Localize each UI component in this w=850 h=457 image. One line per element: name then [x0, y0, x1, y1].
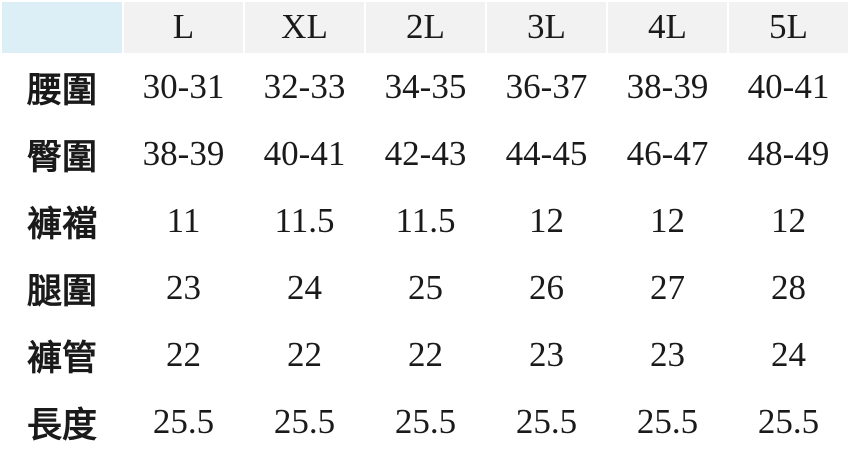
measurement: 25: [366, 255, 485, 321]
measurement: 34-35: [366, 54, 485, 120]
row-label: 長度: [2, 389, 122, 455]
measurement: 25.5: [487, 389, 606, 455]
size-header: 5L: [729, 2, 848, 53]
measurement: 27: [608, 255, 727, 321]
measurement: 44-45: [487, 121, 606, 187]
row-label: 褲管: [2, 322, 122, 388]
measurement: 12: [487, 188, 606, 254]
measurement: 25.5: [608, 389, 727, 455]
measurement: 25.5: [245, 389, 364, 455]
measurement: 24: [729, 322, 848, 388]
measurement: 28: [729, 255, 848, 321]
measurement: 40-41: [729, 54, 848, 120]
measurement: 36-37: [487, 54, 606, 120]
measurement: 22: [366, 322, 485, 388]
size-header: 3L: [487, 2, 606, 53]
row-label: 腰圍: [2, 54, 122, 120]
measurement: 11.5: [366, 188, 485, 254]
measurement: 23: [124, 255, 243, 321]
measurement: 23: [608, 322, 727, 388]
measurement: 32-33: [245, 54, 364, 120]
measurement: 25.5: [366, 389, 485, 455]
table-row: 腰圍 30-31 32-33 34-35 36-37 38-39 40-41: [2, 54, 848, 120]
table-row: 長度 25.5 25.5 25.5 25.5 25.5 25.5: [2, 389, 848, 455]
row-label: 褲襠: [2, 188, 122, 254]
measurement: 38-39: [124, 121, 243, 187]
measurement: 30-31: [124, 54, 243, 120]
measurement: 23: [487, 322, 606, 388]
measurement: 25.5: [729, 389, 848, 455]
measurement: 26: [487, 255, 606, 321]
measurement: 48-49: [729, 121, 848, 187]
size-header: 4L: [608, 2, 727, 53]
measurement: 42-43: [366, 121, 485, 187]
measurement: 11.5: [245, 188, 364, 254]
measurement: 12: [608, 188, 727, 254]
measurement: 46-47: [608, 121, 727, 187]
table-row: 腿圍 23 24 25 26 27 28: [2, 255, 848, 321]
table-row: 褲管 22 22 22 23 23 24: [2, 322, 848, 388]
size-header: 2L: [366, 2, 485, 53]
measurement: 38-39: [608, 54, 727, 120]
measurement: 24: [245, 255, 364, 321]
measurement: 25.5: [124, 389, 243, 455]
measurement: 11: [124, 188, 243, 254]
header-row: L XL 2L 3L 4L 5L: [2, 2, 848, 53]
table-row: 臀圍 38-39 40-41 42-43 44-45 46-47 48-49: [2, 121, 848, 187]
measurement: 40-41: [245, 121, 364, 187]
measurement: 12: [729, 188, 848, 254]
size-header: XL: [245, 2, 364, 53]
measurement: 22: [245, 322, 364, 388]
measurement: 22: [124, 322, 243, 388]
row-label: 臀圍: [2, 121, 122, 187]
size-header: L: [124, 2, 243, 53]
table-row: 褲襠 11 11.5 11.5 12 12 12: [2, 188, 848, 254]
corner-cell: [2, 2, 122, 53]
row-label: 腿圍: [2, 255, 122, 321]
